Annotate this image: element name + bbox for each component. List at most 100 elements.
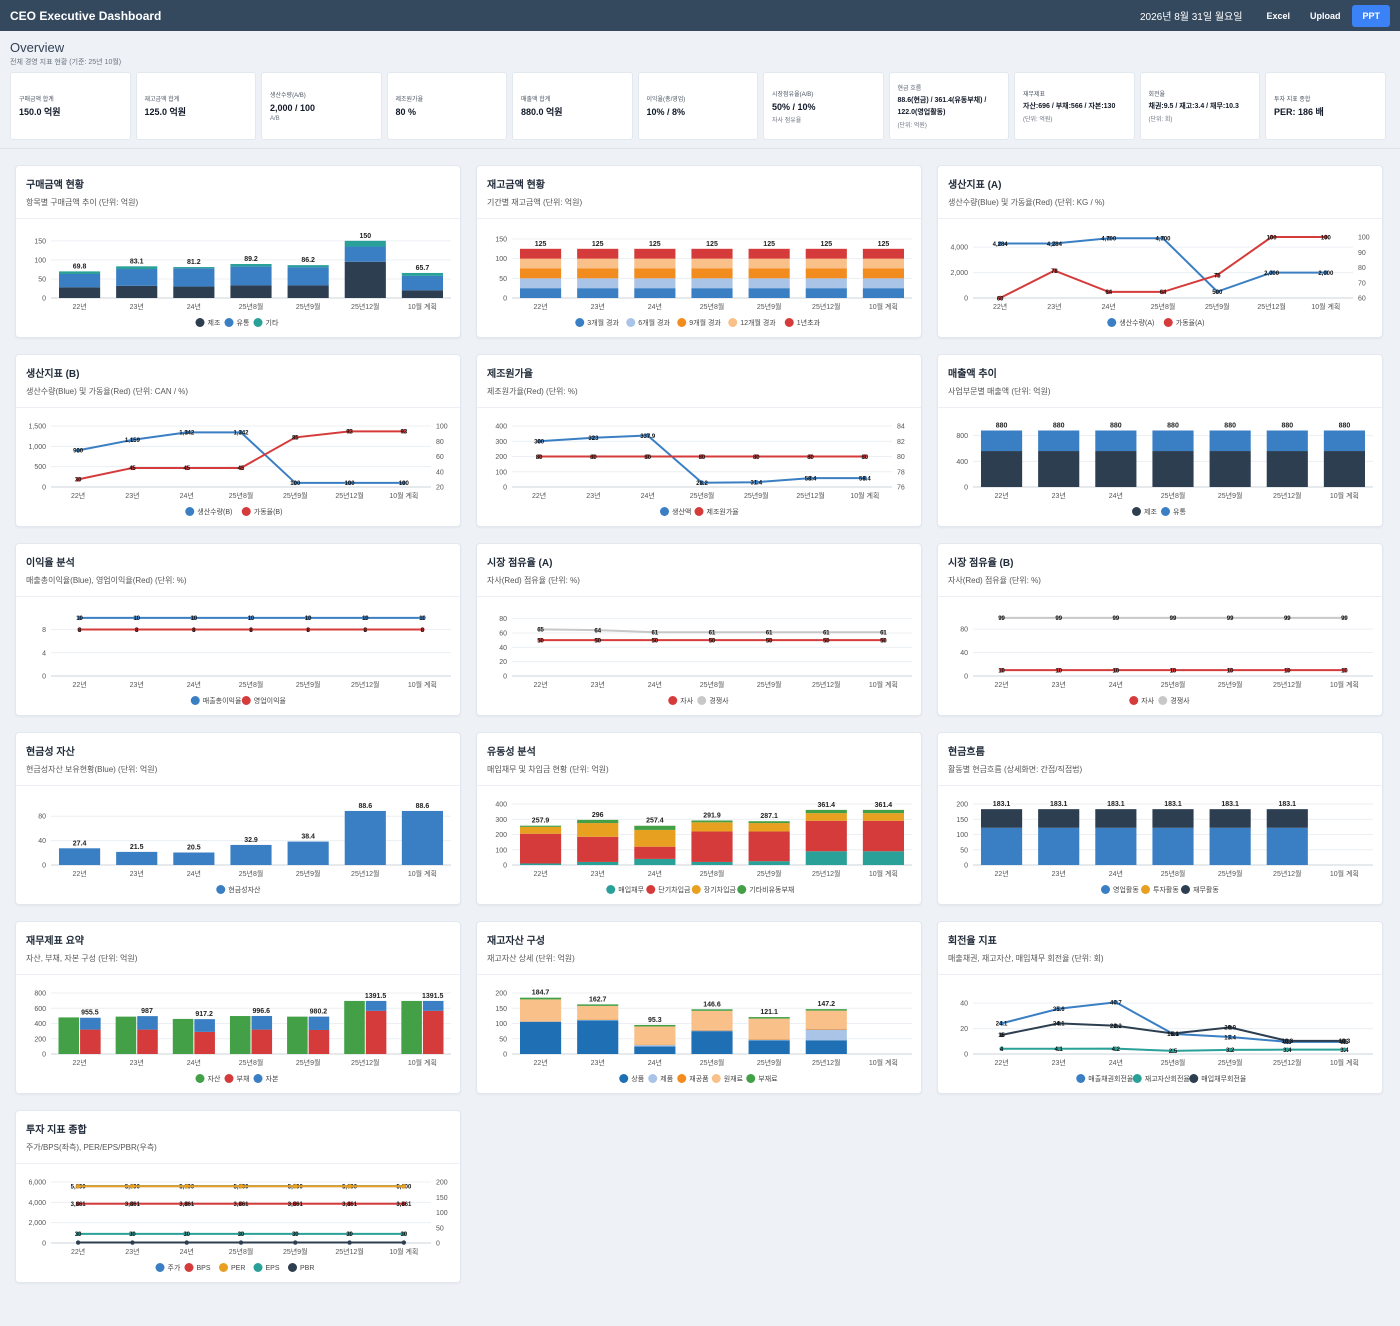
x-tick-label: 10월 계획 bbox=[389, 491, 418, 500]
legend-swatch bbox=[1161, 507, 1170, 516]
data-point bbox=[75, 1201, 81, 1206]
legend-swatch bbox=[1132, 1074, 1142, 1083]
chart-subtitle: 자사(Red) 점유율 (단위: %) bbox=[948, 576, 1041, 585]
chart-card-header: 투자 지표 종합 주가/BPS(좌측), PER/EPS/PBR(우측) bbox=[16, 1111, 460, 1164]
chart-card[interactable]: 현금성 자산 현금성자산 보유현황(Blue) (단위: 억원) 0 40 80 22년 2… bbox=[15, 732, 461, 905]
bar-segment bbox=[520, 278, 562, 289]
bar-segment bbox=[748, 268, 790, 279]
chart-card[interactable]: 투자 지표 종합 주가/BPS(좌측), PER/EPS/PBR(우측) 0 2,00… bbox=[15, 1110, 461, 1283]
kpi-card[interactable]: 시장점유율(A/B) 50% / 10% 자사 점유율 bbox=[763, 72, 884, 140]
data-label: 50 bbox=[823, 638, 830, 644]
data-point bbox=[134, 615, 139, 621]
data-point bbox=[75, 1184, 81, 1189]
data-point bbox=[1170, 667, 1176, 673]
bar-segment bbox=[1266, 430, 1308, 452]
kpi-card[interactable]: 투자 지표 종합 PER: 186 배 bbox=[1265, 72, 1386, 140]
chart-card[interactable]: 재무제표 요약 자산, 부채, 자본 구성 (단위: 억원) 0 200 400 600 8… bbox=[15, 921, 461, 1094]
chart-card[interactable]: 생산지표 (A) 생산수량(Blue) 및 가동율(Red) (단위: KG / … bbox=[937, 165, 1383, 338]
chart-card[interactable]: 회전율 지표 매출채권, 재고자산, 매입채무 회전율 (단위: 회) 0 20 40 2… bbox=[937, 921, 1383, 1094]
kpi-row: 구매금액 합계 150.0 억원 재고금액 합계 125.0 억원 생산수량(A/B) 2… bbox=[10, 72, 1390, 140]
kpi-card[interactable]: 현금 흐름 88.6(현금) / 361.4(유동부채) / 122.0(영업활동… bbox=[888, 72, 1009, 140]
legend-swatch bbox=[619, 1074, 629, 1083]
data-label: 64 bbox=[1105, 290, 1112, 296]
y-tick-label: 40 bbox=[960, 1001, 968, 1008]
chart-card[interactable]: 구매금액 현황 항목별 구매금액 추이 (단위: 억원) 0 50 100 150 22년 2… bbox=[15, 165, 461, 338]
legend-swatch bbox=[190, 696, 200, 705]
data-label: 78 bbox=[1051, 269, 1058, 275]
ppt-button[interactable]: PPT bbox=[1352, 4, 1390, 27]
data-label: 183.1 bbox=[1050, 801, 1068, 808]
data-label: 61 bbox=[766, 631, 773, 637]
legend-swatch bbox=[677, 1074, 687, 1083]
x-tick-label: 25년8월 bbox=[1161, 491, 1186, 500]
y-tick-label: 1,000 bbox=[28, 444, 46, 451]
kpi-card[interactable]: 재무제표 자산:696 / 부채:566 / 자본:130 (단위: 억원) bbox=[1014, 72, 1135, 140]
legend-swatch bbox=[746, 1074, 756, 1083]
y-tick-label: 0 bbox=[42, 674, 46, 681]
data-label: 880 bbox=[1110, 422, 1122, 429]
bar-segment bbox=[287, 285, 329, 298]
data-label: 99 bbox=[1341, 616, 1348, 622]
legend-swatch bbox=[253, 1263, 263, 1272]
chart-card[interactable]: 매출액 추이 사업부문별 매출액 (단위: 억원) 0 400 800 22년 23년 24년… bbox=[937, 354, 1383, 527]
chart-card[interactable]: 유동성 분석 매입채무 및 차입금 현황 (단위: 억원) 0 100 200 300 40… bbox=[476, 732, 922, 905]
kpi-card[interactable]: 재고금액 합계 125.0 억원 bbox=[135, 72, 256, 140]
data-label: 8 bbox=[364, 628, 368, 634]
data-label: 81.2 bbox=[187, 259, 201, 266]
chart-title: 제조원가율 bbox=[487, 369, 533, 380]
kpi-card[interactable]: 구매금액 합계 150.0 억원 bbox=[10, 72, 131, 140]
data-label: 50 bbox=[880, 638, 887, 644]
bar-segment bbox=[634, 846, 676, 859]
x-tick-label: 23년 bbox=[1052, 869, 1066, 878]
data-point bbox=[248, 615, 254, 621]
excel-button[interactable]: Excel bbox=[1266, 10, 1290, 21]
legend-label: 가동율(B) bbox=[254, 507, 283, 516]
kpi-card[interactable]: 매출액 합계 880.0 억원 bbox=[512, 72, 633, 140]
legend-label: 원재료 bbox=[724, 1074, 744, 1083]
y-tick-label: 100 bbox=[495, 256, 507, 263]
chart-title: 구매금액 현황 bbox=[26, 180, 84, 191]
kpi-label: 이익율(총/영업) bbox=[646, 96, 686, 103]
bar-segment bbox=[748, 1017, 790, 1019]
data-label: 64 bbox=[1160, 290, 1167, 296]
chart-card[interactable]: 생산지표 (B) 생산수량(Blue) 및 가동율(Red) (단위: CAN /… bbox=[15, 354, 461, 527]
legend-swatch bbox=[155, 1263, 165, 1272]
chart-card[interactable]: 시장 점유율 (A) 자사(Red) 점유율 (단위: %) 0 20 40 60 80 22… bbox=[476, 543, 922, 716]
chart-title: 투자 지표 종합 bbox=[26, 1125, 87, 1136]
bar-segment bbox=[59, 287, 101, 298]
chart-card[interactable]: 재고자산 구성 재고자산 상세 (단위: 억원) 0 50 100 150 200 22년 23… bbox=[476, 921, 922, 1094]
bar-segment bbox=[401, 810, 443, 865]
legend-swatch bbox=[626, 318, 636, 327]
data-label: 50 bbox=[594, 638, 601, 644]
data-label: 4,284 bbox=[993, 242, 1009, 248]
data-point bbox=[184, 1201, 189, 1206]
chart-svg: 0 20 40 22년 23년 24년 25년8월 25년9월 25년12월 10월 계획 24.1… bbox=[960, 1000, 1373, 1083]
kpi-card[interactable]: 이익율(총/영업) 10% / 8% bbox=[637, 72, 758, 140]
chart-svg: 0 40 80 22년 23년 24년 25년8월 25년9월 25년12월 10월 계획 10 10… bbox=[960, 615, 1373, 705]
chart-card[interactable]: 시장 점유율 (B) 자사(Red) 점유율 (단위: %) 0 40 80 22년 23년… bbox=[937, 543, 1383, 716]
data-label: 80 bbox=[753, 455, 760, 461]
x-tick-label: 24년 bbox=[1109, 680, 1123, 689]
chart-card[interactable]: 재고금액 현황 기간별 재고금액 (단위: 억원) 0 50 100 150 22년 23년 2… bbox=[476, 165, 922, 338]
legend-swatch bbox=[1076, 1074, 1086, 1083]
data-point bbox=[1342, 615, 1347, 621]
kpi-card[interactable]: 생산수량(A/B) 2,000 / 100 A/B bbox=[261, 72, 382, 140]
data-point bbox=[538, 627, 543, 632]
data-label: 10 bbox=[419, 616, 426, 622]
upload-button[interactable]: Upload bbox=[1309, 10, 1341, 21]
kpi-card[interactable]: 제조원가율 80 % bbox=[386, 72, 507, 140]
bar-segment bbox=[287, 841, 329, 865]
chart-card[interactable]: 제조원가율 제조원가율(Red) (단위: %) 0 100 200 300 400 76 78… bbox=[476, 354, 922, 527]
bar-segment bbox=[1152, 827, 1194, 865]
chart-card[interactable]: 이익율 분석 매출총이익율(Blue), 영업이익율(Red) (단위: %) 0 4… bbox=[15, 543, 461, 716]
legend-swatch bbox=[677, 318, 687, 327]
y-tick-label: 60 bbox=[499, 630, 507, 637]
x-tick-label: 25년8월 bbox=[700, 1058, 725, 1067]
chart-card[interactable]: 현금흐름 활동별 현금흐름 (상세화면: 간접/직접법) 0 50 100 150 200 2… bbox=[937, 732, 1383, 905]
data-label: 100 bbox=[290, 481, 301, 487]
data-point bbox=[999, 1021, 1004, 1026]
y-tick-label: 200 bbox=[495, 832, 507, 839]
kpi-card[interactable]: 회전율 채권:9.5 / 재고:3.4 / 채무:10.3 (단위: 회) bbox=[1139, 72, 1260, 140]
y-tick-label: 150 bbox=[495, 1006, 507, 1013]
chart-card-header: 재무제표 요약 자산, 부채, 자본 구성 (단위: 억원) bbox=[16, 922, 460, 975]
